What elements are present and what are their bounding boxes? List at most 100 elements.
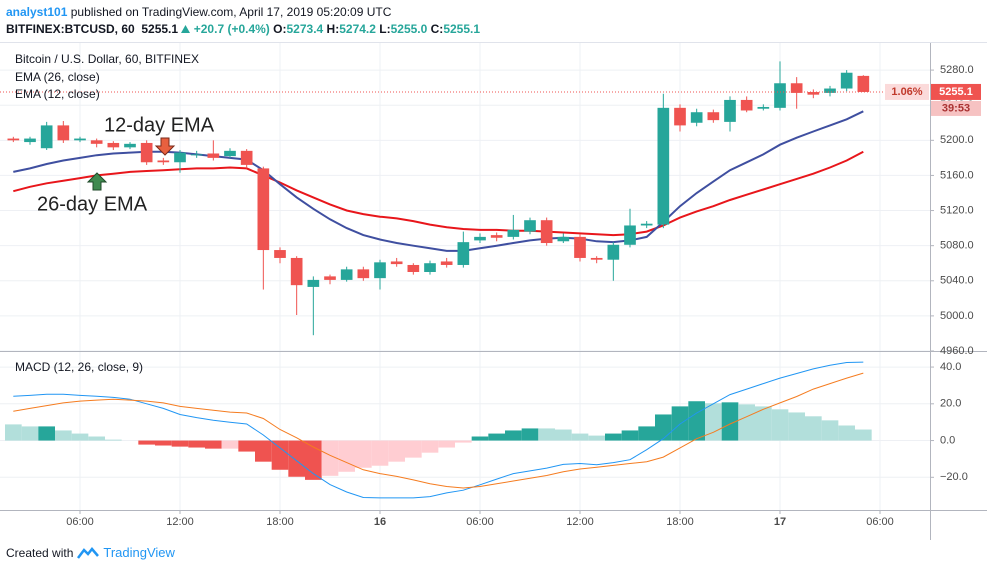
macd-pane bbox=[5, 361, 872, 499]
candle-body bbox=[24, 138, 36, 143]
chart: 06:00 12:00 18:00 16 06:00 12:00 18:00 17 06:00 4… bbox=[0, 42, 987, 540]
y-tick-label: 20.0 bbox=[940, 398, 961, 410]
price-tag: 5255.1 bbox=[939, 86, 973, 98]
histogram-bar bbox=[355, 440, 372, 468]
change-tag: 1.06% bbox=[891, 86, 922, 98]
arrow-down bbox=[154, 137, 176, 156]
histogram-bar bbox=[688, 401, 705, 441]
histogram-bar bbox=[55, 430, 72, 441]
ohlc-value: 5274.2 bbox=[339, 22, 376, 36]
histogram-bar bbox=[455, 440, 472, 443]
y-tick-label: 4960.0 bbox=[940, 345, 974, 357]
price-tag-bg bbox=[931, 83, 981, 100]
candle-body bbox=[757, 106, 770, 109]
y-tick-label: 5280.0 bbox=[940, 64, 974, 76]
candle-body bbox=[190, 154, 203, 156]
histogram-bar bbox=[321, 440, 339, 476]
y-tick-label: 5000.0 bbox=[940, 310, 974, 322]
macd-title: MACD (12, 26, close, 9) bbox=[15, 360, 143, 374]
x-tick-label: 18:00 bbox=[266, 516, 294, 528]
histogram-bar bbox=[705, 403, 722, 441]
histogram-bar bbox=[421, 440, 439, 453]
candle-body bbox=[90, 140, 103, 144]
candle-body bbox=[690, 112, 703, 123]
legend-entry: EMA (12, close) bbox=[15, 87, 100, 101]
axes: 06:00 12:00 18:00 16 06:00 12:00 18:00 17 06:00 4… bbox=[0, 42, 987, 540]
candle-body bbox=[524, 220, 536, 232]
logo bbox=[77, 546, 100, 559]
candle-body bbox=[424, 263, 436, 272]
ohlc-label: H: bbox=[326, 22, 340, 36]
x-tick-label: 16 bbox=[374, 516, 386, 528]
candle-body bbox=[407, 264, 420, 272]
y-tick-label: 40.0 bbox=[940, 361, 961, 373]
histogram-bar bbox=[621, 430, 639, 441]
up-icon bbox=[181, 25, 191, 33]
candle-body bbox=[774, 83, 786, 108]
footer: Created with TradingView bbox=[6, 545, 175, 560]
legend-title: Bitcoin / U.S. Dollar, 60, BITFINEX bbox=[15, 52, 199, 66]
histogram-bar bbox=[155, 440, 172, 446]
candle-body bbox=[307, 279, 320, 287]
histogram-bar bbox=[288, 440, 305, 477]
x-tick-label: 12:00 bbox=[566, 516, 594, 528]
candle-body bbox=[357, 269, 370, 279]
candle-body bbox=[574, 236, 586, 258]
publish-line: analyst101 published on TradingView.com,… bbox=[6, 5, 391, 19]
candle-body bbox=[724, 99, 736, 122]
histogram-bar bbox=[588, 435, 605, 441]
histogram-bar bbox=[471, 436, 489, 441]
candle-body bbox=[590, 257, 603, 260]
histogram-bar bbox=[238, 440, 255, 452]
y-tick-label: 5200.0 bbox=[940, 134, 974, 146]
histogram-bar bbox=[821, 420, 839, 441]
histogram-bar bbox=[405, 440, 422, 458]
candle-body bbox=[274, 250, 286, 258]
x-tick-label: 12:00 bbox=[166, 516, 194, 528]
candle-body bbox=[807, 92, 820, 95]
histogram-bar bbox=[171, 440, 189, 447]
candle-body bbox=[290, 257, 303, 286]
histogram-bar bbox=[88, 436, 105, 441]
histogram-bar bbox=[388, 440, 405, 462]
candle-body bbox=[540, 220, 553, 244]
histogram-bar bbox=[555, 429, 572, 441]
line bbox=[13, 372, 864, 489]
histogram-bar bbox=[105, 439, 122, 441]
brand[interactable]: TradingView bbox=[103, 545, 175, 560]
histogram-bar bbox=[571, 433, 589, 441]
candle-body bbox=[207, 153, 220, 158]
candle-body bbox=[174, 152, 186, 163]
candle-body bbox=[157, 160, 170, 163]
y-tick-label: 5040.0 bbox=[940, 275, 974, 287]
candle-body bbox=[390, 261, 403, 265]
candle-body bbox=[340, 269, 353, 280]
histogram-bar bbox=[638, 426, 655, 441]
histogram-bar bbox=[838, 425, 855, 441]
histogram-bar bbox=[788, 412, 805, 441]
candle-body bbox=[674, 107, 686, 126]
candle-body bbox=[707, 112, 720, 121]
ohlc-label: O: bbox=[273, 22, 287, 36]
histogram-bar bbox=[188, 440, 205, 448]
histogram-bar bbox=[371, 440, 389, 466]
candle-body bbox=[124, 143, 136, 148]
histogram-bar bbox=[505, 430, 522, 441]
candle-body bbox=[490, 235, 503, 238]
x-tick-label: 06:00 bbox=[866, 516, 894, 528]
countdown: 39:53 bbox=[942, 102, 970, 114]
y-tick-label: 5120.0 bbox=[940, 204, 974, 216]
arrow-up bbox=[86, 172, 108, 191]
line bbox=[13, 110, 864, 252]
candle-body bbox=[474, 236, 486, 241]
candle-body bbox=[40, 125, 53, 149]
candle-body bbox=[224, 150, 236, 157]
candle-body bbox=[657, 107, 670, 225]
candle-body bbox=[624, 225, 636, 245]
y-tick-label: −20.0 bbox=[940, 471, 968, 483]
author[interactable]: analyst101 bbox=[6, 5, 68, 19]
x-tick-label: 06:00 bbox=[66, 516, 94, 528]
y-tick-label: 0.0 bbox=[940, 434, 955, 446]
candle-body bbox=[740, 99, 753, 111]
